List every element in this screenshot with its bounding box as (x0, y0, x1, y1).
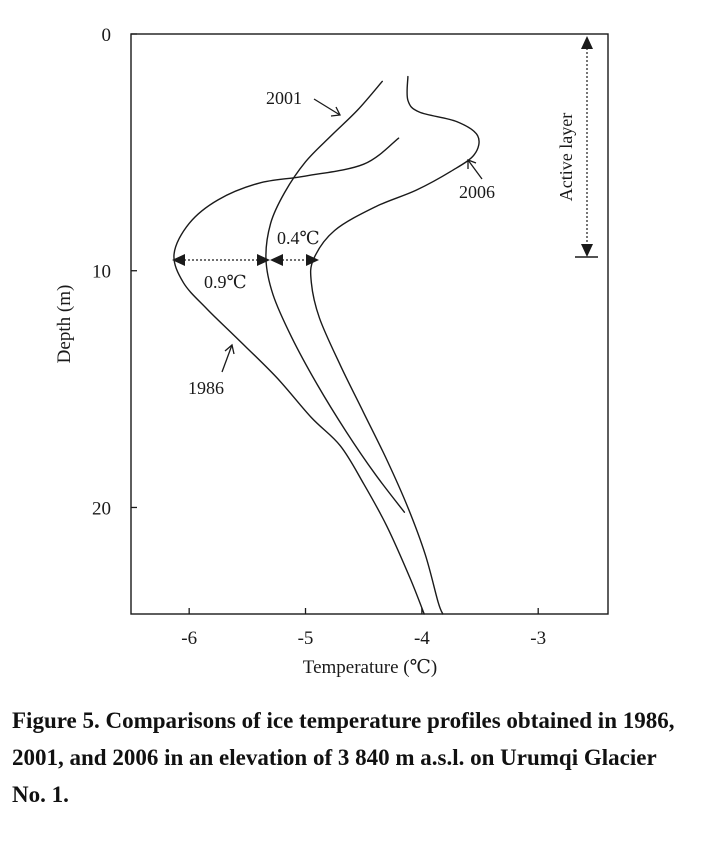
annotations: 2001 2006 1986 0.9℃ 0.4℃ (172, 36, 598, 398)
y-tick-label: 10 (92, 262, 111, 283)
diff-2001-2006-arrow (270, 254, 319, 266)
diff-1986-2001-arrow (172, 254, 270, 266)
arrow-2001 (313, 98, 341, 117)
y-axis-ticks: 0 10 20 (92, 25, 137, 519)
series-lines (173, 75, 480, 615)
chart: -6 -5 -4 -3 0 10 20 Temperature (℃) Depth (m)… (54, 25, 609, 678)
arrow-2006 (467, 159, 483, 180)
diff-1986-2001-label: 0.9℃ (204, 272, 247, 292)
diff-2001-2006-label: 0.4℃ (277, 228, 320, 248)
x-tick-label: -3 (530, 628, 546, 649)
x-axis-label: Temperature (℃) (303, 657, 437, 678)
y-tick-label: 0 (102, 25, 112, 46)
y-axis-label: Depth (m) (54, 285, 75, 364)
series-line-2001 (265, 80, 406, 513)
plot-frame (130, 33, 609, 615)
y-tick-label: 20 (92, 498, 111, 519)
active-layer-arrow (575, 36, 598, 258)
x-tick-label: -4 (414, 628, 430, 649)
label-1986: 1986 (188, 378, 224, 398)
label-2001: 2001 (266, 88, 302, 108)
x-tick-label: -5 (298, 628, 314, 649)
figure-caption: Figure 5. Comparisons of ice temperature… (12, 708, 675, 807)
arrow-1986 (221, 343, 235, 373)
series-line-2006 (309, 75, 480, 615)
x-axis-ticks: -6 -5 -4 -3 (181, 608, 546, 649)
x-tick-label: -6 (181, 628, 197, 649)
series-line-1986 (173, 137, 425, 615)
label-2006: 2006 (459, 182, 495, 202)
active-layer-label: Active layer (556, 113, 576, 201)
